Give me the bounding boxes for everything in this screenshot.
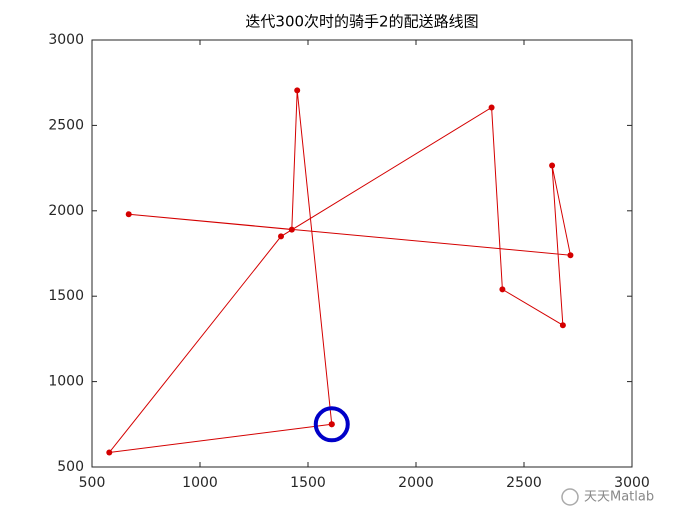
x-tick-label: 500 (79, 475, 106, 491)
x-tick-label: 1000 (182, 475, 218, 491)
y-tick-label: 1500 (48, 288, 84, 304)
x-tick-label: 1500 (290, 475, 326, 491)
route-point (106, 449, 113, 456)
chart-title: 迭代300次时的骑手2的配送路线图 (245, 13, 478, 31)
route-point (549, 162, 556, 169)
route-point (559, 322, 566, 329)
y-tick-label: 3000 (48, 32, 84, 48)
route-point (125, 211, 132, 218)
y-tick-label: 2500 (48, 117, 84, 133)
route-point (567, 252, 574, 259)
watermark-icon (561, 488, 579, 506)
x-tick-label: 3000 (614, 475, 650, 491)
route-point (294, 87, 301, 94)
route-point (278, 233, 284, 240)
route-line (108, 90, 572, 454)
route-point (288, 226, 295, 233)
start-marker (313, 406, 350, 443)
plot-frame (91, 39, 633, 468)
x-tick-label: 2000 (398, 475, 434, 491)
y-tick-label: 500 (57, 459, 84, 475)
route-point (488, 104, 495, 111)
y-tick-label: 2000 (48, 203, 84, 219)
x-tick-label: 2500 (506, 475, 542, 491)
route-point (328, 421, 335, 428)
watermark: 天天Matlab (584, 490, 654, 505)
y-tick-label: 1000 (48, 374, 84, 390)
route-point (499, 286, 506, 293)
